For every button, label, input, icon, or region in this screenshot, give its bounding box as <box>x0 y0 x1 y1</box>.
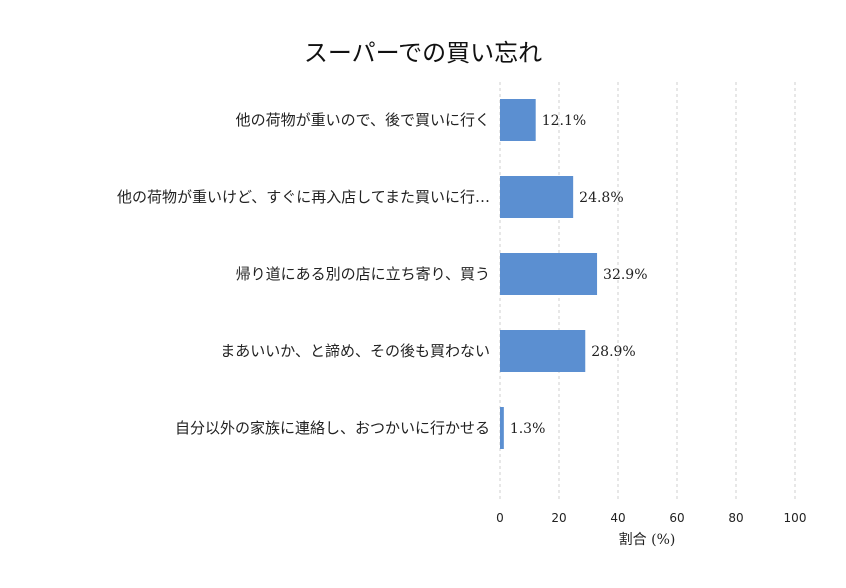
category-label: 他の荷物が重いけど、すぐに再入店してまた買いに行… <box>117 188 490 206</box>
bar <box>500 407 504 449</box>
x-tick-label: 40 <box>610 511 625 525</box>
value-label: 12.1% <box>542 113 586 129</box>
x-axis-label: 割合 (%) <box>619 531 676 548</box>
value-label: 28.9% <box>591 344 635 360</box>
value-label: 32.9% <box>603 267 647 283</box>
bar <box>500 99 536 141</box>
chart-title: スーパーでの買い忘れ <box>304 39 542 67</box>
category-label: 帰り道にある別の店に立ち寄り、買う <box>236 265 490 283</box>
bar <box>500 253 598 295</box>
category-label: まあいいか、と諦め、その後も買わない <box>220 342 490 360</box>
x-tick-label: 100 <box>784 511 807 525</box>
x-tick-label: 20 <box>551 511 566 525</box>
bar <box>500 176 574 218</box>
category-label: 自分以外の家族に連絡し、おつかいに行かせる <box>175 419 490 437</box>
value-label: 1.3% <box>510 421 546 437</box>
bar <box>500 330 586 372</box>
category-labels: 他の荷物が重いので、後で買いに行く他の荷物が重いけど、すぐに再入店してまた買いに… <box>117 111 490 437</box>
value-label: 24.8% <box>579 190 623 206</box>
value-labels: 12.1% 24.8% 32.9% 28.9% 1.3% <box>510 113 648 437</box>
x-tick-label: 0 <box>496 511 504 525</box>
category-label: 他の荷物が重いので、後で買いに行く <box>236 111 490 129</box>
bars <box>500 99 598 449</box>
x-axis-ticks: 0 20 40 60 80 100 <box>496 511 806 525</box>
x-tick-label: 60 <box>669 511 684 525</box>
x-tick-label: 80 <box>728 511 743 525</box>
